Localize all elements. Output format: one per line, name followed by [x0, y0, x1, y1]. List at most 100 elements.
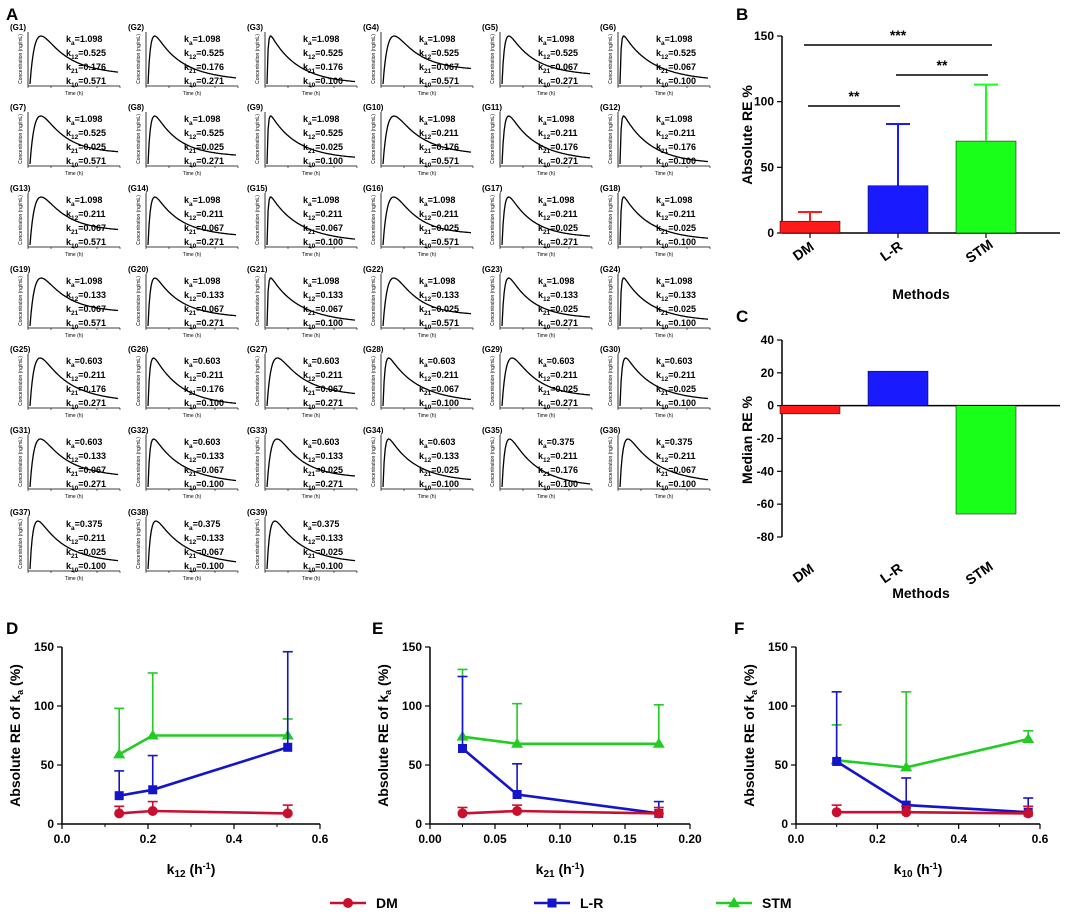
group-id: (G37): [10, 508, 31, 517]
param-k10: k10=0.271: [184, 76, 224, 89]
x-tick-label: DM: [790, 560, 817, 586]
x-tick-label: 0.4: [226, 832, 243, 846]
mini-y-title: Concentration (ng/mL): [608, 356, 614, 406]
param-ka: ka=0.375: [303, 519, 339, 532]
x-tick-label: 0.6: [1032, 832, 1049, 846]
data-point: [146, 729, 159, 740]
mini-x-title: Time (h): [537, 494, 556, 500]
legend-label: L-R: [580, 895, 603, 911]
param-k21: k21=0.025: [419, 465, 459, 478]
y-tick-label: 150: [768, 640, 788, 654]
mini-y-title: Concentration (ng/mL): [490, 276, 496, 326]
data-point: [114, 808, 125, 819]
param-k21: k21=0.025: [656, 223, 696, 236]
series-l-r: [114, 650, 293, 801]
param-ka: ka=1.098: [656, 276, 692, 289]
param-ka: ka=1.098: [303, 195, 339, 208]
mini-x-title: Time (h): [655, 333, 674, 339]
mini-x-title: Time (h): [183, 494, 202, 500]
mini-plot: (G21) Concentration (ng/mL) Time (h) ka=1.0…: [247, 265, 358, 339]
param-ka: ka=1.098: [538, 34, 574, 47]
mini-plot: (G9) Concentration (ng/mL) Time (h) ka=1.09…: [247, 103, 358, 177]
group-id: (G7): [10, 103, 26, 112]
legend: DM L-R STM: [330, 895, 792, 911]
param-k12: k12=0.211: [303, 209, 343, 222]
param-k10: k10=0.100: [656, 479, 696, 492]
y-tick-label: 50: [409, 758, 423, 772]
param-ka: ka=0.603: [419, 356, 455, 369]
param-k10: k10=0.100: [66, 561, 106, 574]
series-line: [118, 746, 289, 797]
pk-curve: [266, 277, 356, 327]
x-axis-title: k12 (h-1): [167, 861, 216, 880]
mini-x-title: Time (h): [302, 252, 321, 258]
mini-plot: (G37) Concentration (ng/mL) Time (h) ka=0.3…: [10, 508, 121, 582]
pk-curve: [266, 357, 356, 407]
group-id: (G6): [600, 23, 616, 32]
y-tick-label: 100: [402, 699, 422, 713]
series-line: [462, 735, 659, 746]
param-ka: ka=1.098: [66, 276, 102, 289]
param-ka: ka=1.098: [656, 34, 692, 47]
x-tick-label: 0.05: [483, 832, 507, 846]
param-k10: k10=0.271: [538, 76, 578, 89]
param-k12: k12=0.133: [538, 290, 578, 303]
param-k21: k21=0.025: [419, 223, 459, 236]
param-k21: k21=0.025: [419, 304, 459, 317]
series-line: [462, 809, 659, 815]
param-k21: k21=0.176: [419, 142, 459, 155]
group-id: (G36): [600, 426, 621, 435]
param-k21: k21=0.067: [656, 62, 696, 75]
param-k10: k10=0.100: [538, 479, 578, 492]
param-ka: ka=1.098: [419, 34, 455, 47]
pk-curve: [619, 115, 708, 165]
mini-plot: (G26) Concentration (ng/mL) Time (h) ka=0.6…: [128, 345, 239, 419]
y-tick-label: 50: [761, 160, 775, 174]
panel-label-b: B: [736, 5, 748, 24]
panel-label-d: D: [6, 619, 18, 638]
y-axis-title: Absolute RE of ka (%): [7, 664, 25, 807]
mini-y-title: Concentration (ng/mL): [255, 195, 261, 245]
pk-curve: [619, 357, 709, 407]
mini-x-title: Time (h): [537, 91, 556, 97]
group-id: (G14): [128, 184, 149, 193]
mini-y-title: Concentration (ng/mL): [136, 519, 142, 569]
param-k21: k21=0.025: [656, 384, 696, 397]
x-tick-label: STM: [962, 558, 995, 588]
x-tick-label: L-R: [877, 238, 905, 264]
param-k10: k10=0.100: [184, 479, 224, 492]
group-id: (G2): [128, 23, 144, 32]
pk-curve: [382, 35, 472, 85]
group-id: (G5): [482, 23, 498, 32]
mini-y-title: Concentration (ng/mL): [18, 34, 24, 84]
x-tick-label: 0.2: [140, 832, 157, 846]
param-k21: k21=0.176: [184, 62, 224, 75]
mini-y-title: Concentration (ng/mL): [136, 276, 142, 326]
y-tick-label: 0: [767, 399, 774, 413]
y-tick-label: 40: [761, 333, 775, 347]
pk-curve: [29, 115, 119, 165]
param-ka: ka=1.098: [303, 34, 339, 47]
group-id: (G22): [363, 265, 384, 274]
param-k12: k12=0.525: [419, 48, 459, 61]
x-tick-label: STM: [962, 236, 995, 266]
mini-plot: (G1) Concentration (ng/mL) Time (h) ka=1.09…: [10, 23, 121, 97]
param-k21: k21=0.067: [184, 547, 224, 560]
mini-y-title: Concentration (ng/mL): [18, 276, 24, 326]
mini-plot: (G11) Concentration (ng/mL) Time (h) ka=1.0…: [482, 103, 593, 177]
mini-x-title: Time (h): [183, 333, 202, 339]
param-ka: ka=1.098: [419, 114, 455, 127]
data-point: [458, 743, 467, 753]
param-k10: k10=0.100: [303, 237, 343, 250]
y-tick-label: 150: [34, 640, 54, 654]
param-k10: k10=0.100: [184, 561, 224, 574]
param-k21: k21=0.025: [303, 142, 343, 155]
param-k10: k10=0.100: [656, 237, 696, 250]
x-axis-title: Methods: [892, 585, 950, 601]
param-k10: k10=0.571: [66, 156, 106, 169]
mini-plot: (G19) Concentration (ng/mL) Time (h) ka=1.0…: [10, 265, 121, 339]
param-k10: k10=0.100: [656, 156, 696, 169]
legend-label: DM: [376, 895, 398, 911]
mini-plot: (G8) Concentration (ng/mL) Time (h) ka=1.09…: [128, 103, 239, 177]
mini-x-title: Time (h): [65, 413, 84, 419]
